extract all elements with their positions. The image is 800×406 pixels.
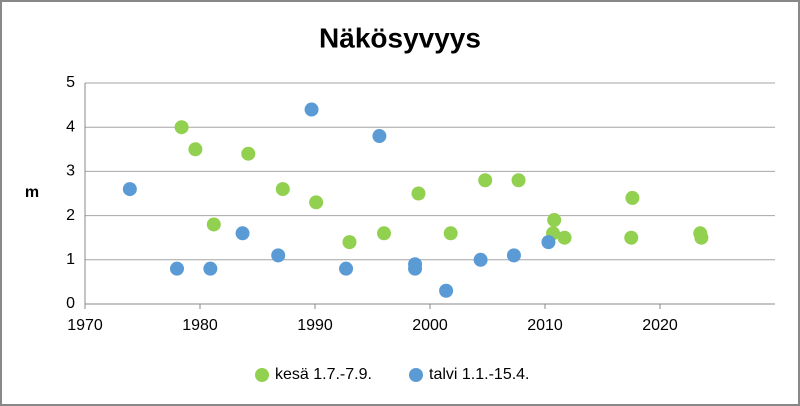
point xyxy=(271,248,286,263)
point xyxy=(206,217,221,232)
point xyxy=(408,261,423,276)
point xyxy=(342,235,357,250)
point xyxy=(339,261,354,276)
point xyxy=(411,186,426,201)
x-tick-label: 2020 xyxy=(642,317,678,334)
point xyxy=(174,120,189,135)
point xyxy=(241,146,256,161)
point xyxy=(557,230,572,245)
y-tick-label: 3 xyxy=(66,163,75,180)
point xyxy=(443,226,458,241)
legend-marker xyxy=(409,368,423,382)
point xyxy=(541,235,556,250)
y-tick-label: 0 xyxy=(66,295,75,312)
point xyxy=(304,102,319,117)
x-tick-label: 2010 xyxy=(527,317,563,334)
y-tick-label: 2 xyxy=(66,207,75,224)
point xyxy=(511,173,526,188)
point xyxy=(275,182,290,197)
point xyxy=(170,261,184,276)
y-tick-label: 1 xyxy=(66,251,75,268)
point xyxy=(188,142,203,157)
y-tick-label: 5 xyxy=(66,74,75,91)
point xyxy=(309,195,324,210)
x-tick-label: 1970 xyxy=(67,317,103,334)
point xyxy=(694,230,709,245)
x-tick-label: 1980 xyxy=(182,317,218,334)
y-tick-label: 4 xyxy=(66,118,75,135)
legend-label: talvi 1.1.-15.4. xyxy=(429,366,530,383)
point xyxy=(439,283,454,298)
point xyxy=(377,226,391,241)
point xyxy=(624,230,639,245)
point xyxy=(122,182,137,197)
point xyxy=(506,248,521,263)
point xyxy=(478,173,493,188)
legend-label: kesä 1.7.-7.9. xyxy=(275,366,372,383)
point xyxy=(625,190,640,205)
point xyxy=(473,252,488,267)
point xyxy=(372,129,387,144)
point xyxy=(235,226,250,241)
chart-title: Näkösyvyys xyxy=(319,22,481,53)
point xyxy=(547,213,562,228)
legend-marker xyxy=(255,368,269,382)
x-tick-label: 2000 xyxy=(412,317,448,334)
y-axis-title: m xyxy=(25,184,39,201)
point xyxy=(203,261,218,276)
x-tick-label: 1990 xyxy=(297,317,333,334)
